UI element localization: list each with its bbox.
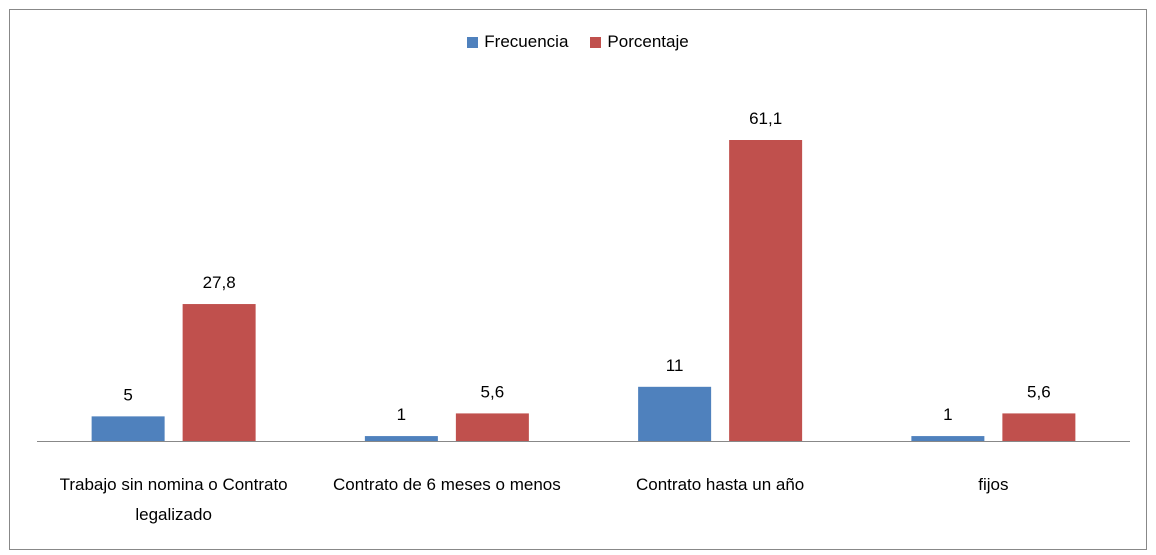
bar (182, 304, 256, 441)
bar (91, 416, 165, 441)
legend-entry: Frecuencia (467, 32, 568, 52)
bar (729, 140, 803, 441)
chart-frame (9, 9, 1147, 550)
bar (364, 436, 438, 441)
data-label: 11 (666, 356, 684, 375)
x-tick-label: Trabajo sin nomina o Contrato legalizado (59, 475, 288, 524)
data-label: 5 (123, 385, 132, 404)
data-label: 27,8 (203, 273, 236, 292)
bar (1002, 413, 1076, 441)
bar (911, 436, 985, 441)
legend-entry: Porcentaje (590, 32, 689, 52)
data-label: 5,6 (1027, 382, 1051, 401)
x-tick-label: Contrato hasta un año (636, 475, 805, 494)
data-label: 1 (397, 405, 406, 424)
data-label: 1 (943, 405, 952, 424)
x-tick-label: Contrato de 6 meses o menos (333, 475, 561, 494)
legend-swatch (467, 36, 479, 48)
data-label: 61,1 (749, 109, 782, 128)
legend-label: Frecuencia (484, 32, 569, 51)
x-tick-label: fijos (978, 475, 1009, 494)
bar (455, 413, 529, 441)
data-label: 5,6 (481, 382, 505, 401)
legend-label: Porcentaje (607, 32, 689, 51)
legend-swatch (590, 36, 602, 48)
legend: Frecuencia Porcentaje (0, 32, 1156, 52)
bar (638, 386, 712, 441)
